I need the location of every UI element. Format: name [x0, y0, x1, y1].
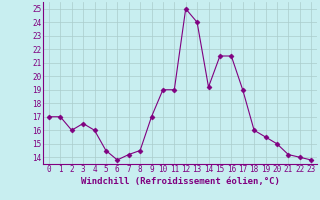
X-axis label: Windchill (Refroidissement éolien,°C): Windchill (Refroidissement éolien,°C) [81, 177, 279, 186]
